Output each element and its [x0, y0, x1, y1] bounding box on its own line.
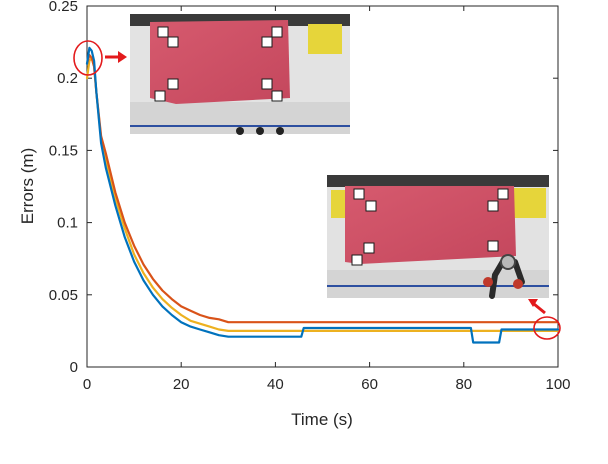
- x-tick-label: 80: [455, 376, 472, 393]
- x-axis-label: Time (s): [291, 410, 353, 429]
- x-tick-label: 40: [267, 376, 284, 393]
- y-tick-label: 0.15: [49, 142, 78, 159]
- x-axis-ticks: 0 20 40 60 80 100: [83, 6, 571, 393]
- axes: [86, 5, 559, 368]
- series-layer: [85, 46, 560, 344]
- end-arrowhead: [528, 299, 538, 307]
- y-tick-label: 0: [70, 359, 78, 376]
- x-tick-label: 100: [545, 376, 570, 393]
- annotation-markers: [73, 40, 561, 340]
- x-tick-label: 0: [83, 376, 91, 393]
- inset-photo-final: [327, 175, 549, 299]
- plot-box: [86, 5, 559, 368]
- end-arrow: [533, 302, 546, 315]
- end-circle-marker: [533, 316, 561, 340]
- start-arrowhead: [118, 51, 127, 63]
- series-line-blue: [85, 46, 560, 344]
- x-tick-label: 60: [361, 376, 378, 393]
- start-circle-marker: [73, 40, 103, 76]
- inset-photo-initial: [130, 14, 350, 135]
- y-axis-ticks: 0 0.05 0.1 0.15 0.2 0.25: [49, 0, 558, 376]
- y-tick-label: 0.1: [57, 215, 78, 232]
- y-axis-label: Errors (m): [18, 148, 37, 224]
- x-tick-label: 20: [173, 376, 190, 393]
- y-tick-label: 0.2: [57, 70, 78, 87]
- y-tick-label: 0.25: [49, 0, 78, 15]
- y-tick-label: 0.05: [49, 287, 78, 304]
